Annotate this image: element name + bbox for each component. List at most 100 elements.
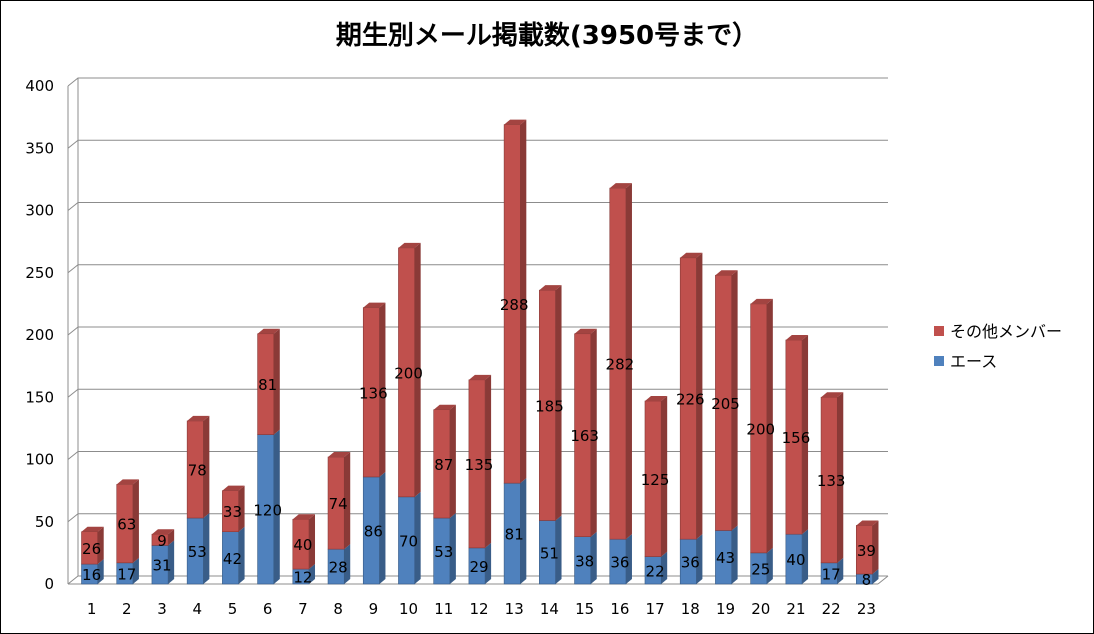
- x-tick-label: 7: [298, 600, 308, 618]
- x-tick-label: 21: [786, 600, 805, 618]
- data-label: 8: [862, 571, 872, 589]
- x-tick-label: 19: [716, 600, 735, 618]
- data-labels: 16 26 17 63 31 9 53 78 42 33 120 81 12 40 28 74 86 136 70 2…: [82, 296, 876, 589]
- bar-top: [151, 529, 175, 535]
- data-label: 156: [782, 429, 811, 447]
- bar-side: [238, 485, 245, 532]
- bar-top: [468, 374, 492, 380]
- data-label: 53: [188, 543, 207, 561]
- bar-side: [731, 270, 738, 531]
- bar-top: [609, 183, 632, 189]
- bar-top: [750, 298, 773, 304]
- y-tick-label: 100: [25, 451, 54, 469]
- bar-side: [168, 540, 175, 584]
- bar-top: [680, 252, 703, 258]
- bar-side: [414, 242, 421, 497]
- data-label: 120: [253, 501, 282, 519]
- data-label: 205: [711, 395, 740, 413]
- data-label: 43: [716, 549, 735, 567]
- bar-top: [398, 242, 421, 248]
- bar-side: [309, 514, 316, 570]
- bar-top: [222, 485, 245, 491]
- data-label: 31: [152, 557, 171, 575]
- data-label: 200: [746, 420, 775, 438]
- x-tick-label: 4: [192, 600, 202, 618]
- data-label: 29: [469, 558, 488, 576]
- bar-side: [872, 520, 879, 575]
- gridline: [67, 139, 888, 149]
- data-label: 40: [786, 551, 805, 569]
- bar-side: [132, 557, 139, 584]
- data-label: 28: [329, 559, 348, 577]
- x-tick-label: 18: [681, 600, 700, 618]
- bar-side: [309, 564, 316, 584]
- data-label: 81: [258, 376, 277, 394]
- bar-side: [273, 328, 280, 435]
- bar-top: [715, 270, 738, 276]
- data-label: 51: [540, 544, 559, 562]
- data-label: 36: [681, 554, 700, 572]
- bar-top: [292, 514, 316, 520]
- data-label: 133: [817, 472, 846, 490]
- bar-side: [802, 529, 809, 584]
- bar-side: [379, 302, 386, 477]
- y-tick-label: 200: [25, 326, 54, 344]
- x-tick-label: 1: [87, 600, 97, 618]
- bar-side: [766, 547, 773, 584]
- bars: [81, 119, 879, 585]
- x-tick-label: 23: [857, 600, 876, 618]
- y-tick-label: 0: [44, 575, 54, 593]
- data-label: 135: [465, 456, 494, 474]
- data-label: 163: [570, 427, 599, 445]
- data-label: 226: [676, 390, 705, 408]
- bar-side: [555, 285, 562, 521]
- bar-top: [821, 392, 844, 398]
- data-label: 33: [223, 503, 242, 521]
- x-tick-label: 8: [333, 600, 343, 618]
- x-tick-label: 12: [469, 600, 488, 618]
- data-label: 282: [606, 356, 635, 374]
- bar-side: [731, 525, 738, 584]
- gridline: [67, 202, 888, 211]
- bar-side: [520, 119, 527, 484]
- data-label: 36: [610, 554, 629, 572]
- bar-side: [590, 328, 597, 537]
- gridline: [67, 77, 888, 87]
- bar-side: [485, 542, 492, 584]
- x-tick-label: 2: [122, 600, 132, 618]
- data-label: 16: [82, 566, 101, 584]
- bar-side: [661, 551, 668, 584]
- bar-side: [97, 526, 104, 565]
- bar-top: [574, 328, 597, 334]
- bar-top: [363, 302, 386, 308]
- bar-side: [449, 404, 456, 519]
- data-label: 81: [505, 526, 524, 544]
- bar-side: [590, 531, 597, 584]
- bar-side: [766, 298, 773, 553]
- x-tick-label: 14: [540, 600, 559, 618]
- legend-swatch: [934, 326, 944, 336]
- y-tick-label: 50: [35, 513, 54, 531]
- legend-label: エース: [950, 352, 997, 371]
- x-tick-label: 6: [263, 600, 273, 618]
- x-tick-label: 22: [822, 600, 841, 618]
- bar-side: [132, 479, 139, 563]
- bar-side: [555, 515, 562, 584]
- data-label: 125: [641, 471, 670, 489]
- bar-top: [116, 479, 139, 485]
- bar-top: [644, 395, 668, 401]
- bar-top: [257, 328, 280, 334]
- bar-side: [872, 569, 879, 584]
- data-label: 9: [157, 532, 167, 550]
- y-tick-label: 150: [25, 388, 54, 406]
- x-tick-label: 20: [751, 600, 770, 618]
- x-tick-label: 9: [369, 600, 379, 618]
- y-tick-label: 300: [25, 202, 54, 220]
- bar-side: [97, 559, 104, 584]
- x-tick-label: 17: [646, 600, 665, 618]
- data-label: 288: [500, 296, 529, 314]
- data-label: 22: [646, 562, 665, 580]
